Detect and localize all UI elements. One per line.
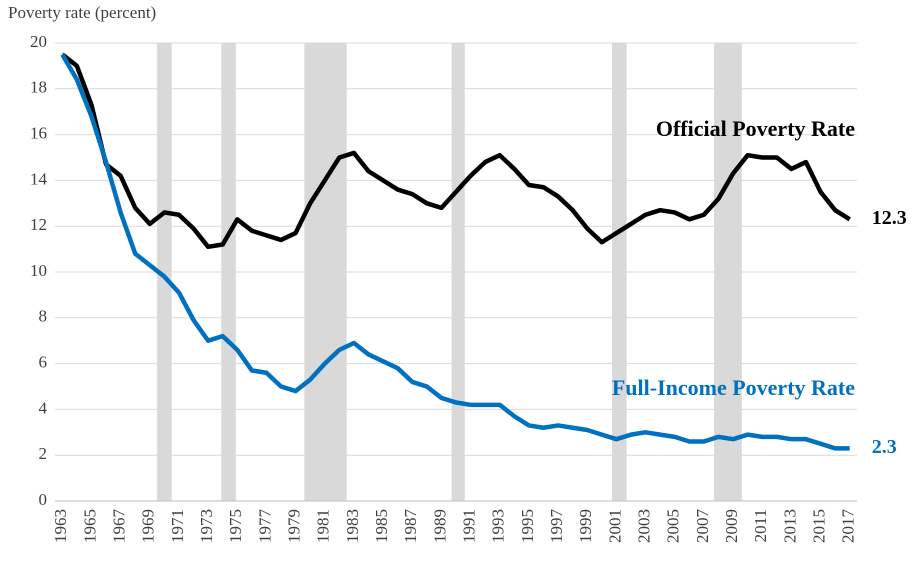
x-tick-label: 1967 [110, 509, 129, 544]
series-line [60, 53, 850, 451]
x-tick-label: 2007 [693, 509, 712, 544]
x-tick-label: 1979 [285, 509, 304, 543]
y-tick-label: 2 [39, 444, 48, 463]
x-tick-label: 1993 [489, 509, 508, 543]
y-axis-label: Poverty rate (percent) [8, 3, 156, 22]
x-tick-label: 1971 [168, 509, 187, 543]
x-tick-label: 1995 [518, 509, 537, 543]
x-tick-label: 1969 [139, 509, 158, 543]
x-tick-label: 1991 [459, 509, 478, 543]
y-tick-label: 14 [30, 169, 48, 188]
x-tick-label: 2003 [634, 509, 653, 543]
series-line [60, 52, 851, 250]
y-tick-label: 8 [39, 307, 48, 326]
y-tick-label: 6 [39, 353, 48, 372]
y-tick-label: 18 [30, 78, 47, 97]
x-tick-label: 2009 [722, 509, 741, 543]
y-tick-label: 4 [39, 398, 48, 417]
x-tick-label: 1997 [547, 509, 566, 544]
y-tick-label: 0 [39, 490, 48, 509]
x-tick-label: 1985 [372, 509, 391, 543]
x-tick-label: 1963 [51, 509, 70, 543]
x-tick-label: 1983 [343, 509, 362, 543]
x-tick-label: 1987 [401, 509, 420, 544]
x-tick-label: 2015 [809, 509, 828, 543]
x-tick-label: 2017 [839, 509, 858, 544]
x-tick-label: 1965 [80, 509, 99, 543]
x-tick-label: 1975 [226, 509, 245, 543]
x-tick-label: 1981 [314, 509, 333, 543]
end-value-label: 2.3 [872, 436, 897, 458]
y-tick-label: 10 [30, 261, 47, 280]
x-tick-label: 1973 [197, 509, 216, 543]
x-tick-label: 1999 [576, 509, 595, 543]
series-label: Full-Income Poverty Rate [612, 375, 855, 400]
y-tick-label: 16 [30, 124, 47, 143]
end-value-label: 12.3 [872, 207, 907, 229]
x-tick-label: 2001 [605, 509, 624, 543]
x-tick-label: 2005 [664, 509, 683, 543]
x-tick-label: 1977 [255, 509, 274, 544]
x-tick-label: 1989 [430, 509, 449, 543]
x-tick-label: 2011 [751, 509, 770, 542]
series-label: Official Poverty Rate [656, 116, 855, 141]
y-tick-label: 20 [30, 32, 47, 51]
x-tick-label: 2013 [780, 509, 799, 543]
y-tick-label: 12 [30, 215, 47, 234]
